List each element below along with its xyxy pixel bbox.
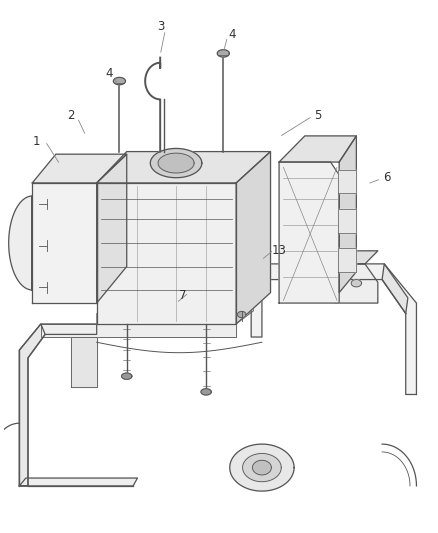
Polygon shape bbox=[19, 324, 97, 486]
Polygon shape bbox=[230, 444, 294, 491]
Polygon shape bbox=[97, 301, 253, 324]
Text: 13: 13 bbox=[272, 244, 286, 257]
Polygon shape bbox=[113, 77, 125, 85]
Polygon shape bbox=[97, 154, 127, 303]
Polygon shape bbox=[338, 170, 357, 193]
Polygon shape bbox=[279, 136, 357, 162]
Text: 1: 1 bbox=[33, 135, 40, 148]
Polygon shape bbox=[71, 337, 97, 386]
Polygon shape bbox=[338, 248, 357, 272]
Polygon shape bbox=[339, 136, 357, 293]
Polygon shape bbox=[237, 311, 246, 318]
Polygon shape bbox=[201, 389, 211, 395]
Polygon shape bbox=[32, 154, 127, 183]
Polygon shape bbox=[97, 183, 236, 324]
Polygon shape bbox=[19, 478, 138, 486]
Polygon shape bbox=[158, 153, 194, 173]
Polygon shape bbox=[382, 264, 408, 313]
Text: 4: 4 bbox=[228, 28, 236, 41]
Polygon shape bbox=[279, 162, 339, 303]
Polygon shape bbox=[217, 50, 230, 57]
Polygon shape bbox=[32, 183, 97, 303]
Text: 7: 7 bbox=[179, 289, 186, 302]
Polygon shape bbox=[335, 251, 378, 264]
Polygon shape bbox=[243, 454, 281, 482]
Polygon shape bbox=[97, 151, 271, 183]
Polygon shape bbox=[252, 461, 272, 475]
Polygon shape bbox=[251, 264, 417, 394]
Polygon shape bbox=[9, 196, 32, 290]
Polygon shape bbox=[236, 151, 271, 324]
Text: 3: 3 bbox=[157, 20, 165, 33]
Text: 5: 5 bbox=[314, 109, 321, 122]
Polygon shape bbox=[351, 280, 361, 287]
Polygon shape bbox=[19, 324, 45, 486]
Polygon shape bbox=[335, 264, 378, 303]
Polygon shape bbox=[122, 373, 132, 379]
Polygon shape bbox=[150, 149, 202, 177]
Text: 6: 6 bbox=[383, 171, 390, 184]
Text: 4: 4 bbox=[106, 67, 113, 80]
Polygon shape bbox=[41, 324, 236, 337]
Text: 2: 2 bbox=[67, 109, 74, 122]
Polygon shape bbox=[338, 209, 357, 232]
